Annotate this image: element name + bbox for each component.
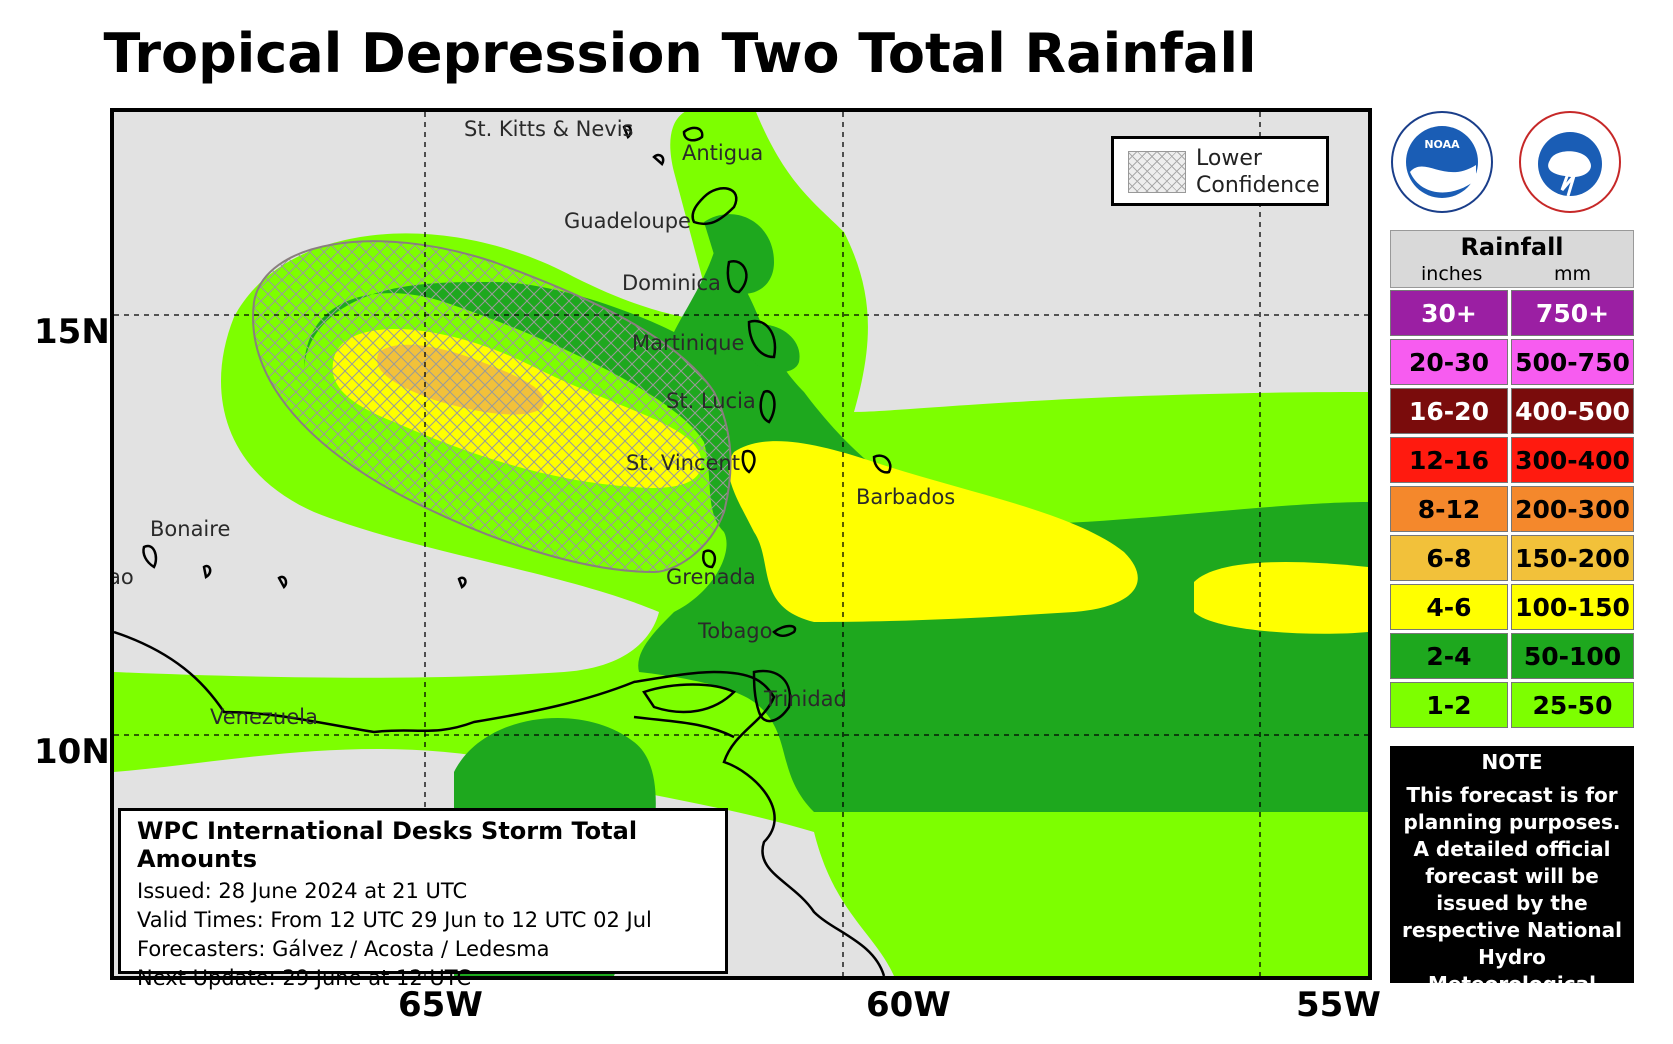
small-island-3	[202, 564, 212, 580]
rainfall-mm-cell: 400-500	[1511, 388, 1634, 434]
rainfall-legend-row: 12-16 300-400	[1390, 437, 1634, 483]
grenada-island	[702, 549, 717, 569]
rainfall-mm-cell: 500-750	[1511, 339, 1634, 385]
label-st-lucia: St. Lucia	[666, 389, 756, 413]
unit-mm: mm	[1554, 263, 1592, 285]
label-grenada: Grenada	[666, 565, 756, 589]
legend-line-1: Lower	[1196, 146, 1262, 171]
place-labels: St. Kitts & Nevis Antigua Guadeloupe Dom…	[114, 117, 955, 729]
rainfall-legend-title: Rainfall	[1460, 233, 1564, 261]
lon-label-65w: 65W	[398, 985, 483, 1025]
rainfall-inches-cell: 4-6	[1390, 584, 1508, 630]
noaa-logo-text: NOAA	[1424, 138, 1460, 151]
rainfall-inches-cell: 12-16	[1390, 437, 1508, 483]
guadeloupe-island	[691, 187, 738, 226]
lat-label-10n: 10N	[34, 732, 110, 772]
rainfall-legend: Rainfall inches mm 30+ 750+ 20-30 500-750 16…	[1390, 230, 1634, 731]
barbados-island	[872, 454, 892, 474]
barbuda-island	[652, 153, 665, 166]
rainfall-mm-cell: 750+	[1511, 290, 1634, 336]
rainfall-legend-row: 4-6 100-150	[1390, 584, 1634, 630]
lower-confidence-legend: Lower Confidence	[1111, 136, 1329, 206]
islands	[142, 124, 892, 723]
rainfall-legend-row: 6-8 150-200	[1390, 535, 1634, 581]
rainfall-mm-cell: 100-150	[1511, 584, 1634, 630]
bonaire-island	[142, 544, 158, 569]
rainfall-mm-cell: 200-300	[1511, 486, 1634, 532]
info-heading: WPC International Desks Storm Total Amou…	[137, 817, 638, 873]
note-box: NOTE This forecast is for planning purpo…	[1390, 746, 1634, 1023]
dominica-island	[726, 260, 748, 294]
small-island-1	[277, 575, 288, 590]
rainfall-legend-rows: 30+ 750+ 20-30 500-750 16-20 400-500 12-16 300-…	[1390, 290, 1634, 728]
rainfall-legend-row: 1-2 25-50	[1390, 682, 1634, 728]
note-body: This forecast is for planning purposes. …	[1401, 783, 1623, 1023]
martinique-island	[747, 319, 777, 359]
map-title: Tropical Depression Two Total Rainfall	[103, 22, 1257, 85]
tobago-island	[772, 624, 797, 637]
label-antigua: Antigua	[682, 141, 763, 165]
rainfall-legend-row: 8-12 200-300	[1390, 486, 1634, 532]
legend-line-2: Confidence	[1196, 173, 1320, 198]
rainfall-inches-cell: 16-20	[1390, 388, 1508, 434]
st-vincent-island	[741, 449, 756, 474]
rainfall-mm-cell: 25-50	[1511, 682, 1634, 728]
rainfall-inches-cell: 20-30	[1390, 339, 1508, 385]
info-box: WPC International Desks Storm Total Amou…	[118, 808, 728, 990]
info-valid: Valid Times: From 12 UTC 29 Jun to 12 UT…	[137, 908, 652, 932]
rainfall-legend-row: 20-30 500-750	[1390, 339, 1634, 385]
label-curacao: ao	[114, 565, 134, 589]
rainfall-inches-cell: 2-4	[1390, 633, 1508, 679]
label-dominica: Dominica	[622, 271, 721, 295]
noaa-logo: NOAA	[1391, 111, 1493, 213]
note-heading: NOTE	[1481, 750, 1543, 774]
rainfall-mm-cell: 150-200	[1511, 535, 1634, 581]
coastlines	[114, 630, 886, 976]
antigua-island	[682, 126, 704, 142]
trinidad-island	[752, 669, 792, 723]
info-issued: Issued: 28 June 2024 at 21 UTC	[137, 879, 468, 903]
rainfall-legend-row: 30+ 750+	[1390, 290, 1634, 336]
lower-confidence-area	[252, 240, 732, 574]
st-lucia-island	[759, 390, 776, 424]
lon-label-60w: 60W	[866, 985, 951, 1025]
label-bonaire: Bonaire	[150, 517, 230, 541]
rainfall-legend-row: 16-20 400-500	[1390, 388, 1634, 434]
nws-logo	[1519, 111, 1621, 213]
label-guadeloupe: Guadeloupe	[564, 209, 691, 233]
label-st-kitts: St. Kitts & Nevis	[464, 117, 634, 141]
label-barbados: Barbados	[856, 485, 955, 509]
label-trinidad: Trinidad	[763, 687, 847, 711]
label-venezuela: Venezuela	[210, 705, 318, 729]
label-tobago: Tobago	[697, 619, 772, 643]
info-forecasters: Forecasters: Gálvez / Acosta / Ledesma	[137, 937, 550, 961]
info-next-update: Next Update: 29 June at 12 UTC	[137, 966, 472, 990]
label-st-vincent: St. Vincent	[626, 451, 740, 475]
rainfall-mm-cell: 300-400	[1511, 437, 1634, 483]
lon-label-55w: 55W	[1296, 985, 1381, 1025]
lat-label-15n: 15N	[34, 312, 110, 352]
small-island-2	[457, 576, 467, 589]
rainfall-inches-cell: 30+	[1390, 290, 1508, 336]
rainfall-mm-cell: 50-100	[1511, 633, 1634, 679]
st-kitts-island	[622, 124, 632, 140]
rainfall-inches-cell: 1-2	[1390, 682, 1508, 728]
label-martinique: Martinique	[632, 331, 744, 355]
unit-inches: inches	[1421, 263, 1483, 285]
rainfall-legend-row: 2-4 50-100	[1390, 633, 1634, 679]
hatch-swatch	[1128, 151, 1186, 193]
rainfall-inches-cell: 6-8	[1390, 535, 1508, 581]
agency-logos: NOAA	[1390, 110, 1640, 220]
rainfall-legend-header: Rainfall inches mm	[1390, 230, 1634, 288]
rainfall-inches-cell: 8-12	[1390, 486, 1508, 532]
